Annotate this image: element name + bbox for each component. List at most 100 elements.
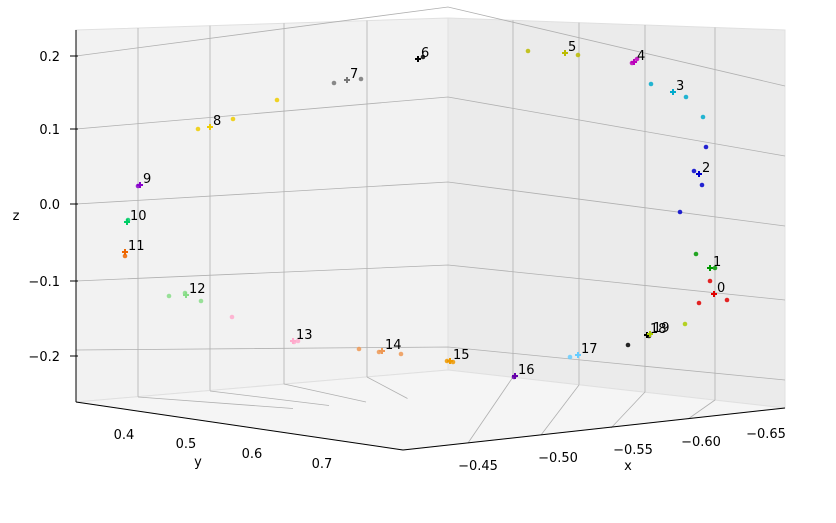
labeled-point-marker bbox=[575, 352, 581, 358]
axes-panes bbox=[75, 17, 786, 451]
data-point bbox=[567, 354, 573, 360]
data-point bbox=[195, 126, 201, 132]
data-point bbox=[707, 278, 713, 284]
x-tick-label: −0.55 bbox=[613, 443, 653, 458]
labeled-point-marker bbox=[707, 265, 713, 271]
labeled-point-marker bbox=[379, 348, 385, 354]
data-point bbox=[634, 56, 640, 62]
point-label: 4 bbox=[637, 49, 645, 64]
point-label: 13 bbox=[296, 328, 313, 343]
y-tick-label: 0.4 bbox=[114, 428, 135, 443]
point-label: 9 bbox=[143, 172, 151, 187]
z-gridline bbox=[75, 264, 786, 301]
point-label: 14 bbox=[385, 338, 402, 353]
labeled-point-marker bbox=[631, 59, 637, 65]
point-label: 6 bbox=[421, 46, 429, 61]
x-tick-label: −0.45 bbox=[458, 459, 498, 474]
data-point bbox=[331, 80, 337, 86]
floor-gridline bbox=[540, 384, 580, 436]
labeled-point-marker bbox=[124, 219, 130, 225]
labeled-point-marker bbox=[647, 331, 653, 337]
data-point bbox=[699, 182, 705, 188]
point-label: 0 bbox=[717, 281, 725, 296]
z-gridline bbox=[75, 346, 786, 381]
z-tick-label: −0.2 bbox=[28, 350, 60, 365]
y-tick-label: 0.6 bbox=[242, 447, 263, 462]
point-label: 18 bbox=[650, 322, 667, 337]
data-point bbox=[198, 298, 204, 304]
data-point bbox=[166, 293, 172, 299]
data-point bbox=[703, 144, 709, 150]
point-label: 15 bbox=[453, 348, 470, 363]
labeled-point-marker bbox=[183, 292, 189, 298]
y-axis-label: y bbox=[194, 455, 202, 470]
data-point bbox=[677, 209, 683, 215]
point-label: 5 bbox=[568, 40, 576, 55]
data-point bbox=[693, 251, 699, 257]
floor-gridline bbox=[467, 376, 514, 444]
z-axis-label: z bbox=[13, 209, 20, 224]
point-label: 17 bbox=[581, 342, 598, 357]
data-point bbox=[682, 321, 688, 327]
y-axis-line bbox=[75, 401, 404, 451]
data-point bbox=[420, 54, 426, 60]
data-point bbox=[712, 265, 718, 271]
labeled-point-marker bbox=[415, 56, 421, 62]
tick-labels: 0.2 0.1 0.0 −0.1 −0.2 0.4 0.5 0.6 0.7 −0.65 −0.60 −… bbox=[28, 50, 786, 474]
point-label: 1 bbox=[713, 255, 721, 270]
labeled-point-marker bbox=[670, 89, 676, 95]
labeled-point-marker bbox=[562, 50, 568, 56]
data-point bbox=[691, 168, 697, 174]
labeled-point-marker bbox=[137, 182, 143, 188]
floor-gridline bbox=[610, 391, 646, 429]
point-label: 12 bbox=[189, 282, 206, 297]
point-label: 11 bbox=[128, 239, 145, 254]
z-gridline bbox=[75, 181, 786, 227]
data-point bbox=[295, 338, 301, 344]
data-point bbox=[398, 351, 404, 357]
z-tick-label: 0.1 bbox=[39, 123, 60, 138]
x-tick-label: −0.50 bbox=[538, 451, 578, 466]
z-tick-label: −0.1 bbox=[28, 275, 60, 290]
data-point bbox=[724, 297, 730, 303]
z-tick-label: 0.2 bbox=[39, 50, 60, 65]
x-axis-line bbox=[402, 407, 786, 451]
point-label: 16 bbox=[518, 363, 535, 378]
gridlines bbox=[75, 6, 786, 444]
labeled-point-marker bbox=[122, 249, 128, 255]
data-point bbox=[358, 76, 364, 82]
point-label: 3 bbox=[676, 79, 684, 94]
data-point bbox=[700, 114, 706, 120]
data-point bbox=[356, 346, 362, 352]
point-label: 19 bbox=[653, 321, 670, 336]
data-point bbox=[696, 300, 702, 306]
point-label: 2 bbox=[702, 161, 710, 176]
labeled-point-marker bbox=[696, 171, 702, 177]
data-point bbox=[229, 314, 235, 320]
z-gridline bbox=[75, 6, 786, 87]
point-label: 8 bbox=[213, 114, 221, 129]
z-gridline bbox=[75, 96, 786, 157]
point-label: 7 bbox=[350, 67, 358, 82]
point-label: 10 bbox=[130, 209, 147, 224]
floor-gridline bbox=[366, 376, 408, 399]
labeled-point-marker bbox=[207, 124, 213, 130]
data-point bbox=[230, 116, 236, 122]
data-point bbox=[625, 342, 631, 348]
x-tick-label: −0.60 bbox=[681, 435, 721, 450]
data-point bbox=[274, 97, 280, 103]
labeled-point-marker bbox=[512, 373, 518, 379]
x-axis-label: x bbox=[624, 459, 632, 474]
axis-lines bbox=[75, 30, 786, 451]
labeled-point-marker bbox=[447, 358, 453, 364]
data-point bbox=[575, 52, 581, 58]
floor-gridline bbox=[687, 399, 716, 420]
floor-gridline bbox=[209, 390, 330, 406]
data-point bbox=[525, 48, 531, 54]
data-point bbox=[122, 253, 128, 259]
labeled-point-marker bbox=[711, 291, 717, 297]
labeled-point-marker bbox=[344, 77, 350, 83]
floor-gridline bbox=[137, 396, 294, 409]
